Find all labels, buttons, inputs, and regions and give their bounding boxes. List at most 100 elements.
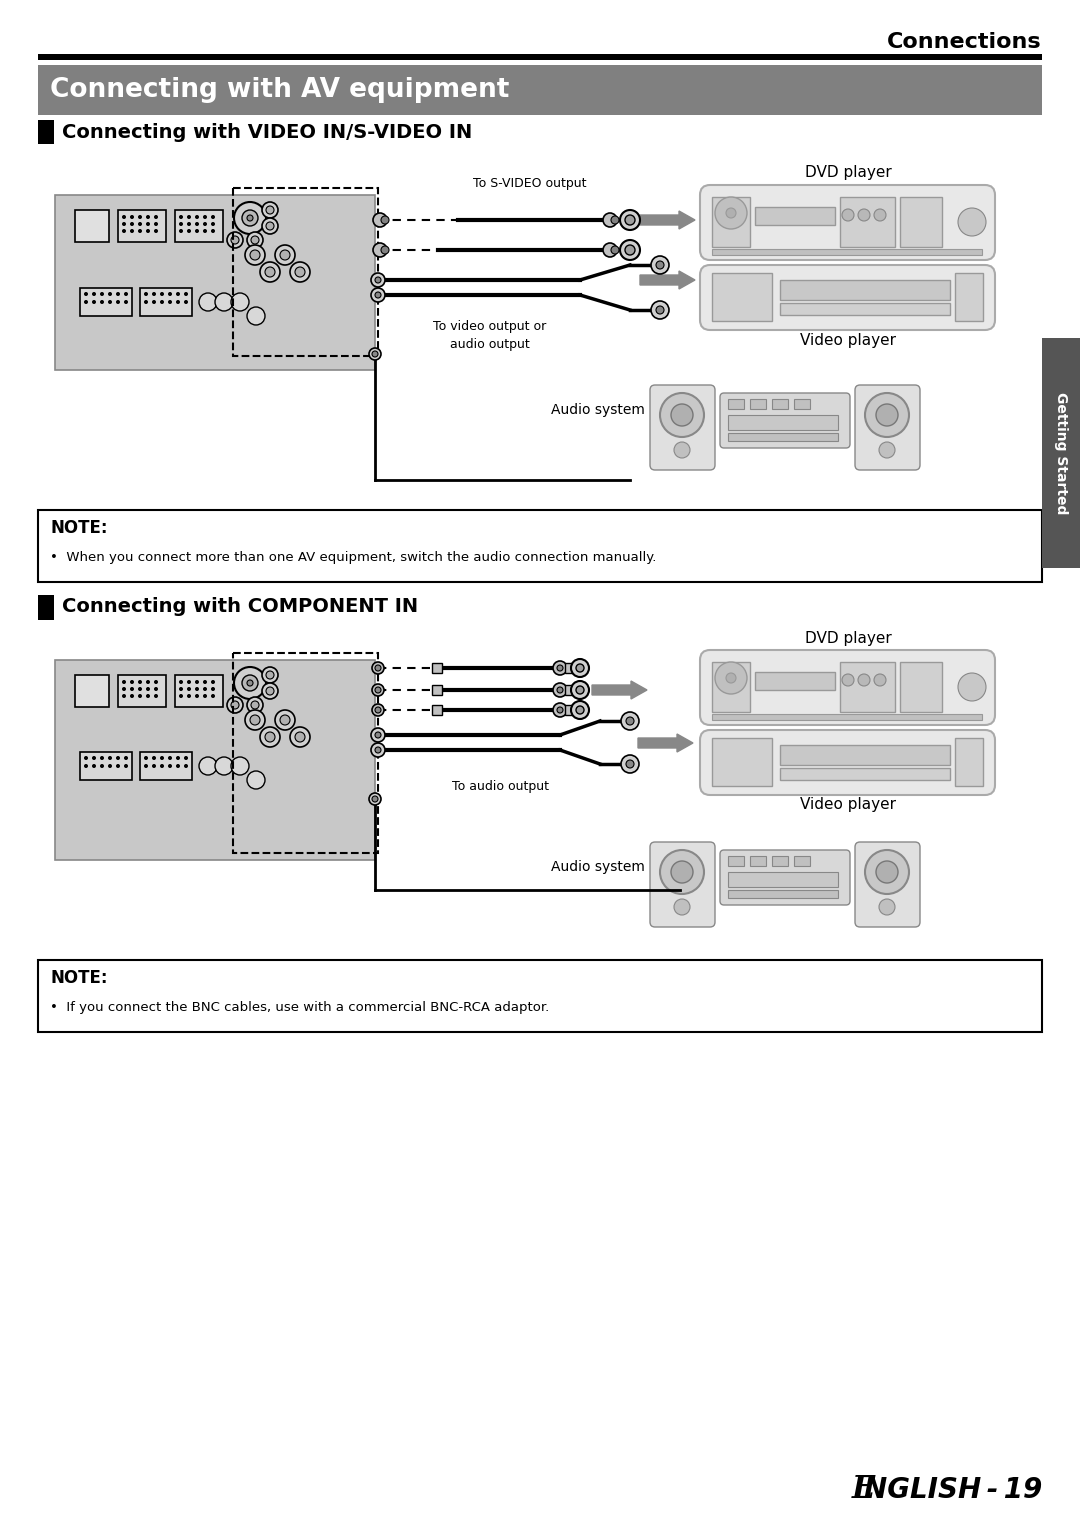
Text: Connections: Connections: [888, 32, 1042, 52]
Circle shape: [656, 261, 664, 269]
Circle shape: [280, 251, 291, 260]
Circle shape: [215, 756, 233, 775]
Circle shape: [715, 197, 747, 229]
Circle shape: [146, 688, 150, 691]
FancyBboxPatch shape: [650, 385, 715, 471]
Circle shape: [179, 680, 183, 685]
Circle shape: [874, 209, 886, 222]
Circle shape: [626, 759, 634, 769]
Circle shape: [262, 683, 278, 698]
Circle shape: [372, 685, 384, 695]
Circle shape: [227, 232, 243, 248]
Circle shape: [122, 680, 126, 685]
Circle shape: [553, 683, 567, 697]
Bar: [794, 856, 810, 866]
Circle shape: [375, 747, 381, 753]
Circle shape: [247, 680, 253, 686]
Text: Audio system: Audio system: [551, 403, 645, 417]
Circle shape: [146, 229, 150, 232]
FancyBboxPatch shape: [720, 393, 850, 448]
Circle shape: [381, 246, 389, 254]
Circle shape: [249, 251, 260, 260]
Circle shape: [651, 257, 669, 274]
Circle shape: [369, 348, 381, 361]
Circle shape: [195, 222, 199, 226]
Circle shape: [100, 292, 104, 296]
Circle shape: [372, 287, 384, 303]
Circle shape: [603, 243, 617, 257]
Circle shape: [199, 756, 217, 775]
Circle shape: [291, 727, 310, 747]
Circle shape: [858, 674, 870, 686]
Circle shape: [84, 756, 87, 759]
Circle shape: [266, 688, 274, 695]
Circle shape: [211, 694, 215, 698]
Bar: [794, 399, 810, 410]
Circle shape: [130, 229, 134, 232]
Circle shape: [187, 215, 191, 219]
Circle shape: [211, 222, 215, 226]
Circle shape: [842, 209, 854, 222]
Circle shape: [195, 694, 199, 698]
Circle shape: [144, 756, 148, 759]
Circle shape: [92, 292, 96, 296]
Bar: [728, 872, 838, 886]
Circle shape: [671, 860, 693, 883]
Text: NOTE:: NOTE:: [50, 520, 108, 536]
Circle shape: [130, 688, 134, 691]
Bar: [728, 416, 838, 429]
Text: DVD player: DVD player: [805, 631, 891, 645]
Circle shape: [571, 681, 589, 698]
Bar: [80, 287, 132, 316]
Bar: [900, 197, 942, 248]
Circle shape: [865, 393, 909, 437]
Circle shape: [671, 403, 693, 426]
Circle shape: [154, 229, 158, 232]
Circle shape: [231, 701, 239, 709]
Circle shape: [144, 764, 148, 769]
Circle shape: [242, 209, 258, 226]
Circle shape: [108, 756, 112, 759]
Bar: [900, 662, 942, 712]
Circle shape: [247, 697, 264, 714]
Circle shape: [245, 244, 265, 264]
Circle shape: [130, 215, 134, 219]
Circle shape: [879, 898, 895, 915]
Circle shape: [211, 688, 215, 691]
Circle shape: [372, 796, 378, 802]
Circle shape: [626, 717, 634, 724]
Circle shape: [557, 688, 563, 694]
Text: Connecting with AV equipment: Connecting with AV equipment: [50, 76, 510, 102]
Circle shape: [372, 727, 384, 743]
FancyBboxPatch shape: [855, 385, 920, 471]
Text: •  When you connect more than one AV equipment, switch the audio connection manu: • When you connect more than one AV equi…: [50, 550, 657, 564]
Circle shape: [372, 274, 384, 287]
Bar: [233, 652, 378, 853]
Circle shape: [100, 764, 104, 769]
Circle shape: [553, 662, 567, 675]
Circle shape: [122, 694, 126, 698]
Bar: [750, 856, 766, 866]
Circle shape: [295, 267, 305, 277]
Circle shape: [130, 694, 134, 698]
Circle shape: [122, 215, 126, 219]
Circle shape: [656, 306, 664, 313]
Bar: [233, 188, 378, 356]
Circle shape: [152, 764, 156, 769]
Circle shape: [146, 215, 150, 219]
Text: To S-VIDEO output: To S-VIDEO output: [473, 177, 586, 189]
Circle shape: [660, 393, 704, 437]
Text: To video output or
audio output: To video output or audio output: [433, 319, 546, 351]
Circle shape: [168, 756, 172, 759]
Circle shape: [234, 202, 266, 234]
Circle shape: [227, 697, 243, 714]
Bar: [175, 209, 222, 241]
Circle shape: [138, 222, 141, 226]
Circle shape: [280, 715, 291, 724]
Circle shape: [625, 215, 635, 225]
Bar: [565, 685, 575, 695]
FancyArrow shape: [592, 681, 647, 698]
Circle shape: [108, 764, 112, 769]
Circle shape: [576, 686, 584, 694]
Circle shape: [154, 694, 158, 698]
